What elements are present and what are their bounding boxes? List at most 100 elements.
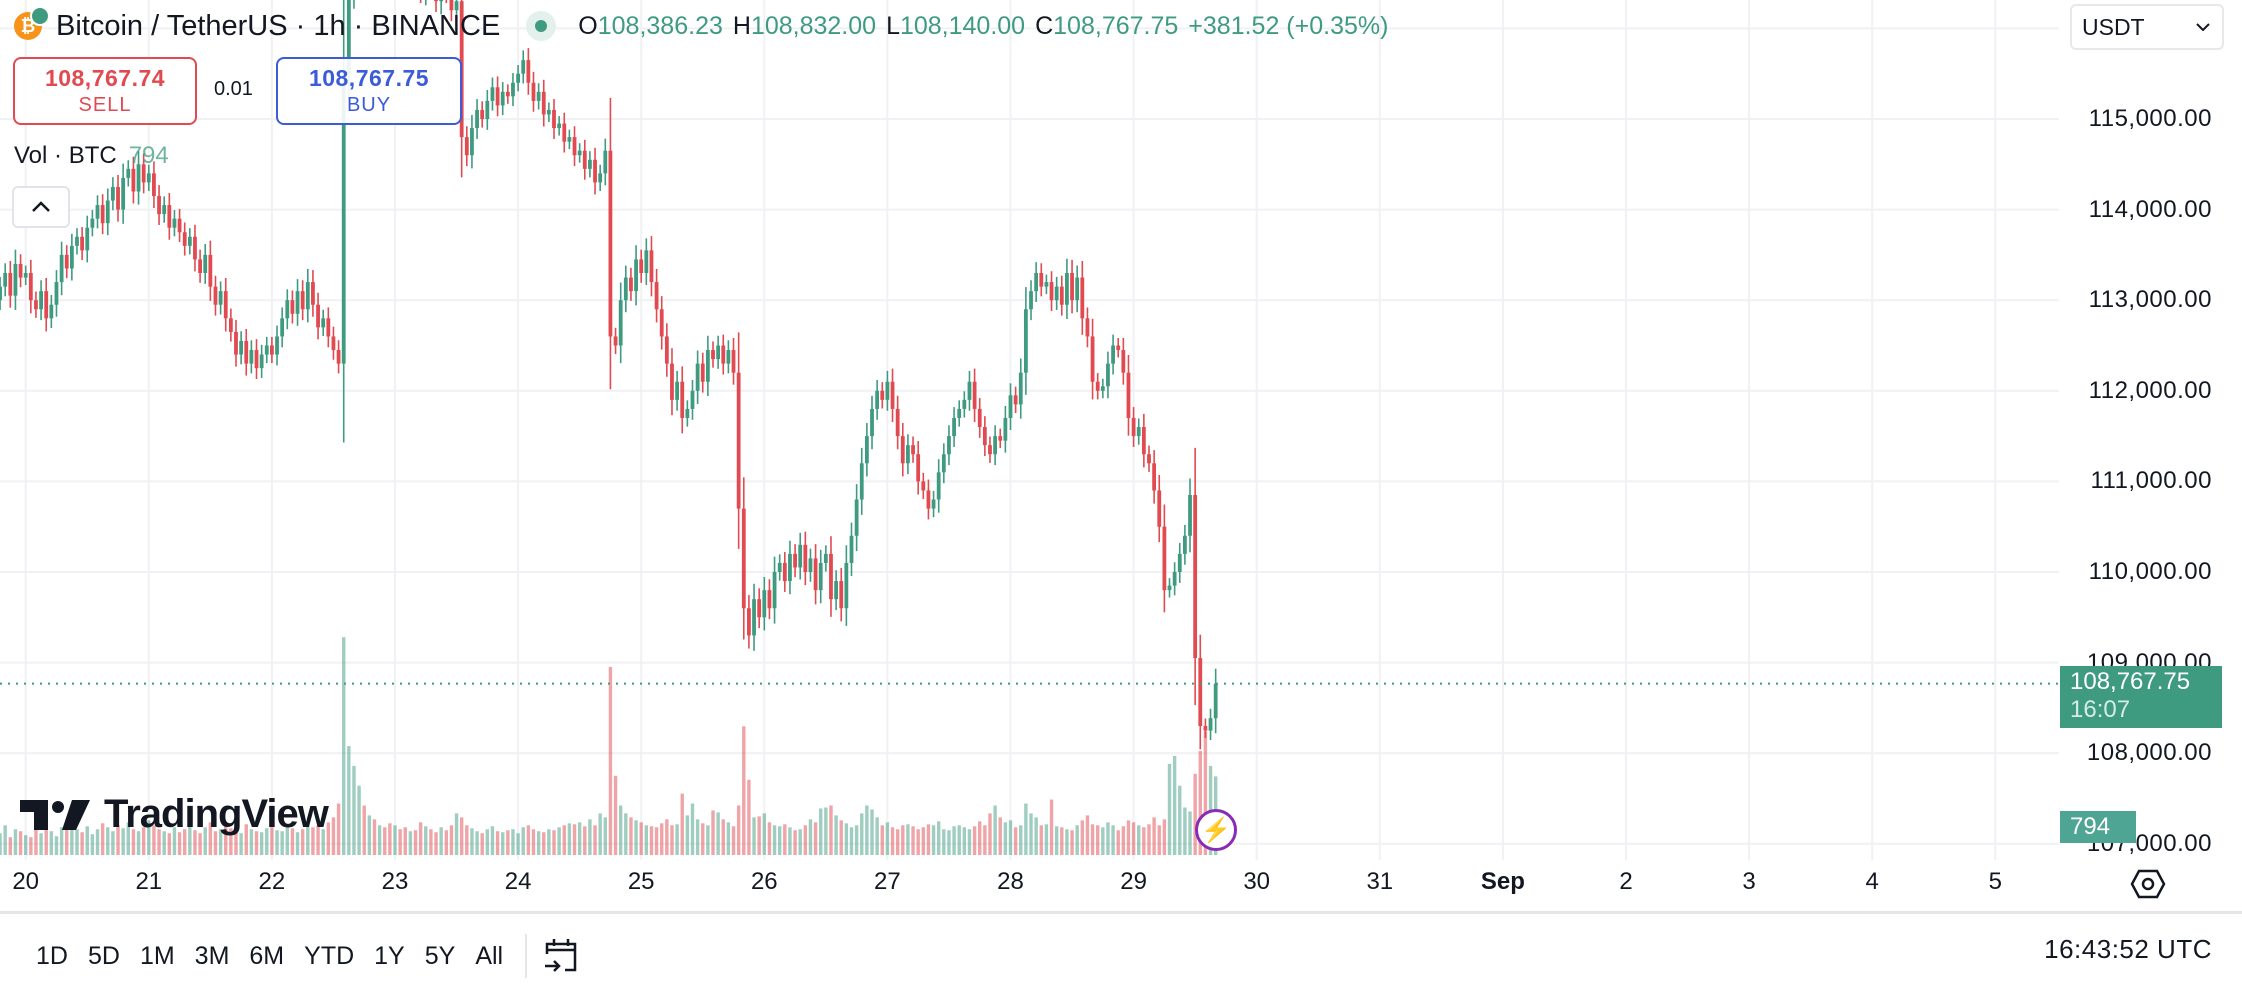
volume-bar — [152, 825, 156, 855]
candle — [700, 352, 705, 393]
candle — [1208, 708, 1213, 740]
volume-bar — [383, 827, 387, 855]
candle — [823, 545, 828, 572]
market-open-status-icon — [526, 11, 557, 41]
volume-bar — [393, 825, 397, 855]
range-ytd[interactable]: YTD — [304, 941, 355, 970]
volume-bar — [634, 820, 638, 855]
volume-bar — [839, 820, 843, 855]
volume-bar — [111, 831, 115, 855]
range-1m[interactable]: 1M — [139, 941, 175, 970]
volume-bar — [1044, 824, 1049, 855]
volume-bar — [526, 825, 531, 855]
volume-bar — [844, 823, 849, 855]
range-1y[interactable]: 1Y — [374, 941, 405, 970]
candle — [680, 366, 685, 434]
candle — [311, 270, 315, 317]
collapse-legend-button[interactable] — [12, 186, 70, 228]
candle — [911, 436, 915, 463]
volume-legend-value: 794 — [128, 142, 169, 169]
candle — [536, 83, 541, 110]
volume-bar — [1157, 825, 1161, 855]
candle — [419, 0, 422, 4]
candle — [1085, 307, 1090, 348]
time-axis-tick: 3 — [1742, 868, 1756, 895]
volume-bar — [475, 831, 479, 855]
volume-bar — [993, 805, 997, 855]
volume-bar — [906, 824, 910, 855]
volume-bar — [131, 829, 136, 855]
candle — [1182, 524, 1187, 565]
volume-bar — [141, 827, 146, 855]
range-all[interactable]: All — [475, 941, 504, 970]
candle — [264, 336, 269, 364]
chevron-down-icon — [2196, 23, 2210, 31]
time-axis-tick: 2 — [1619, 868, 1633, 895]
candle — [141, 153, 146, 194]
candle — [1070, 259, 1074, 314]
candle — [1172, 562, 1177, 596]
volume-bar — [783, 824, 787, 855]
currency-select[interactable]: USDT — [2070, 4, 2224, 50]
volume-bar — [59, 827, 64, 855]
sell-price: 108,767.74 — [44, 65, 166, 91]
candle — [670, 348, 674, 416]
time-axis-tick: 30 — [1243, 868, 1271, 895]
volume-bar — [731, 826, 736, 855]
volume-bar — [926, 824, 931, 855]
volume-bar — [100, 823, 105, 855]
time-axis-tick: 29 — [1120, 868, 1147, 895]
volume-bar — [629, 817, 633, 855]
sell-label: SELL — [78, 94, 132, 116]
volume-bar — [136, 831, 141, 855]
volume-bar — [736, 805, 741, 855]
volume-bar — [895, 829, 900, 855]
volume-bar — [983, 825, 987, 855]
candle — [798, 532, 803, 580]
candle — [1044, 274, 1049, 295]
tradingview-logo[interactable]: TradingView — [20, 792, 329, 837]
range-1d[interactable]: 1D — [36, 941, 68, 970]
candle — [80, 227, 85, 261]
go-to-date-calendar-icon[interactable] — [541, 936, 581, 976]
volume-bar — [1095, 825, 1100, 855]
candle — [23, 265, 28, 286]
buy-label: BUY — [346, 94, 392, 116]
order-quantity[interactable]: 0.01 — [214, 78, 253, 100]
candle — [870, 395, 874, 450]
volume-bar — [485, 829, 490, 855]
candle — [695, 350, 700, 404]
candle — [1141, 413, 1146, 468]
volume-bar — [536, 831, 541, 855]
grid — [0, 0, 2059, 860]
volume-bar — [552, 830, 556, 855]
volume-bar — [742, 726, 746, 855]
volume-bar — [326, 822, 331, 855]
volume-bar — [598, 813, 602, 855]
chart-settings-icon[interactable] — [2130, 868, 2166, 900]
candle — [731, 338, 736, 385]
sell-button[interactable]: 108,767.74 SELL — [13, 57, 197, 125]
volume-bar — [403, 827, 407, 855]
time-axis-tick: 22 — [258, 868, 286, 895]
range-3m[interactable]: 3M — [194, 941, 230, 970]
candle — [152, 161, 156, 209]
lightning-icon[interactable]: ⚡ — [1195, 809, 1237, 851]
range-5y[interactable]: 5Y — [424, 941, 456, 970]
price-chart[interactable] — [0, 0, 2242, 912]
volume-bar — [1065, 829, 1069, 855]
candle — [613, 327, 618, 355]
volume-bar — [516, 833, 520, 855]
range-6m[interactable]: 6M — [249, 941, 285, 970]
candle — [126, 160, 131, 187]
candle — [162, 196, 167, 223]
candle — [634, 245, 638, 306]
range-5d[interactable]: 5D — [87, 941, 120, 970]
candle — [772, 556, 777, 624]
symbol-title[interactable]: Bitcoin / TetherUS · 1h · BINANCE — [56, 9, 501, 42]
candle — [521, 50, 526, 84]
utc-clock[interactable]: 16:43:52 UTC — [2044, 934, 2212, 964]
buy-button[interactable]: 108,767.75 BUY — [276, 57, 462, 125]
symbol-header: ₿ Bitcoin / TetherUS · 1h · BINANCE O108… — [14, 6, 1388, 46]
candle — [331, 326, 336, 360]
